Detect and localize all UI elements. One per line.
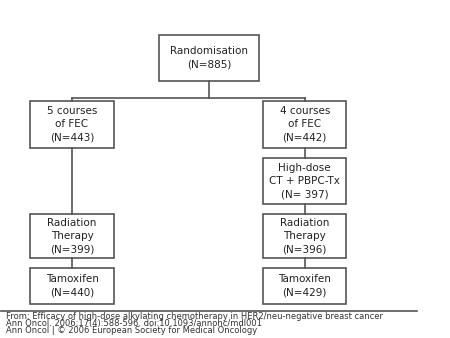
Text: Randomisation
(N=885): Randomisation (N=885) bbox=[170, 46, 248, 70]
Text: Ann Oncol. 2006;17(4):588-596. doi:10.1093/annonc/mdl001: Ann Oncol. 2006;17(4):588-596. doi:10.10… bbox=[5, 319, 261, 328]
Text: High-dose
CT + PBPC-Tx
(N= 397): High-dose CT + PBPC-Tx (N= 397) bbox=[269, 163, 340, 199]
FancyBboxPatch shape bbox=[31, 101, 113, 148]
Text: Radiation
Therapy
(N=396): Radiation Therapy (N=396) bbox=[280, 218, 329, 254]
Text: Tamoxifen
(N=440): Tamoxifen (N=440) bbox=[45, 274, 99, 297]
FancyBboxPatch shape bbox=[263, 214, 346, 258]
Text: Radiation
Therapy
(N=399): Radiation Therapy (N=399) bbox=[47, 218, 97, 254]
FancyBboxPatch shape bbox=[263, 158, 346, 204]
Text: 4 courses
of FEC
(N=442): 4 courses of FEC (N=442) bbox=[279, 106, 330, 143]
Text: Ann Oncol | © 2006 European Society for Medical Oncology: Ann Oncol | © 2006 European Society for … bbox=[5, 326, 257, 335]
FancyBboxPatch shape bbox=[263, 101, 346, 148]
FancyBboxPatch shape bbox=[263, 268, 346, 304]
Text: From: Efficacy of high-dose alkylating chemotherapy in HER2/neu-negative breast : From: Efficacy of high-dose alkylating c… bbox=[5, 313, 382, 321]
Text: 5 courses
of FEC
(N=443): 5 courses of FEC (N=443) bbox=[47, 106, 97, 143]
Text: Tamoxifen
(N=429): Tamoxifen (N=429) bbox=[278, 274, 331, 297]
FancyBboxPatch shape bbox=[159, 35, 259, 81]
FancyBboxPatch shape bbox=[31, 214, 113, 258]
FancyBboxPatch shape bbox=[31, 268, 113, 304]
